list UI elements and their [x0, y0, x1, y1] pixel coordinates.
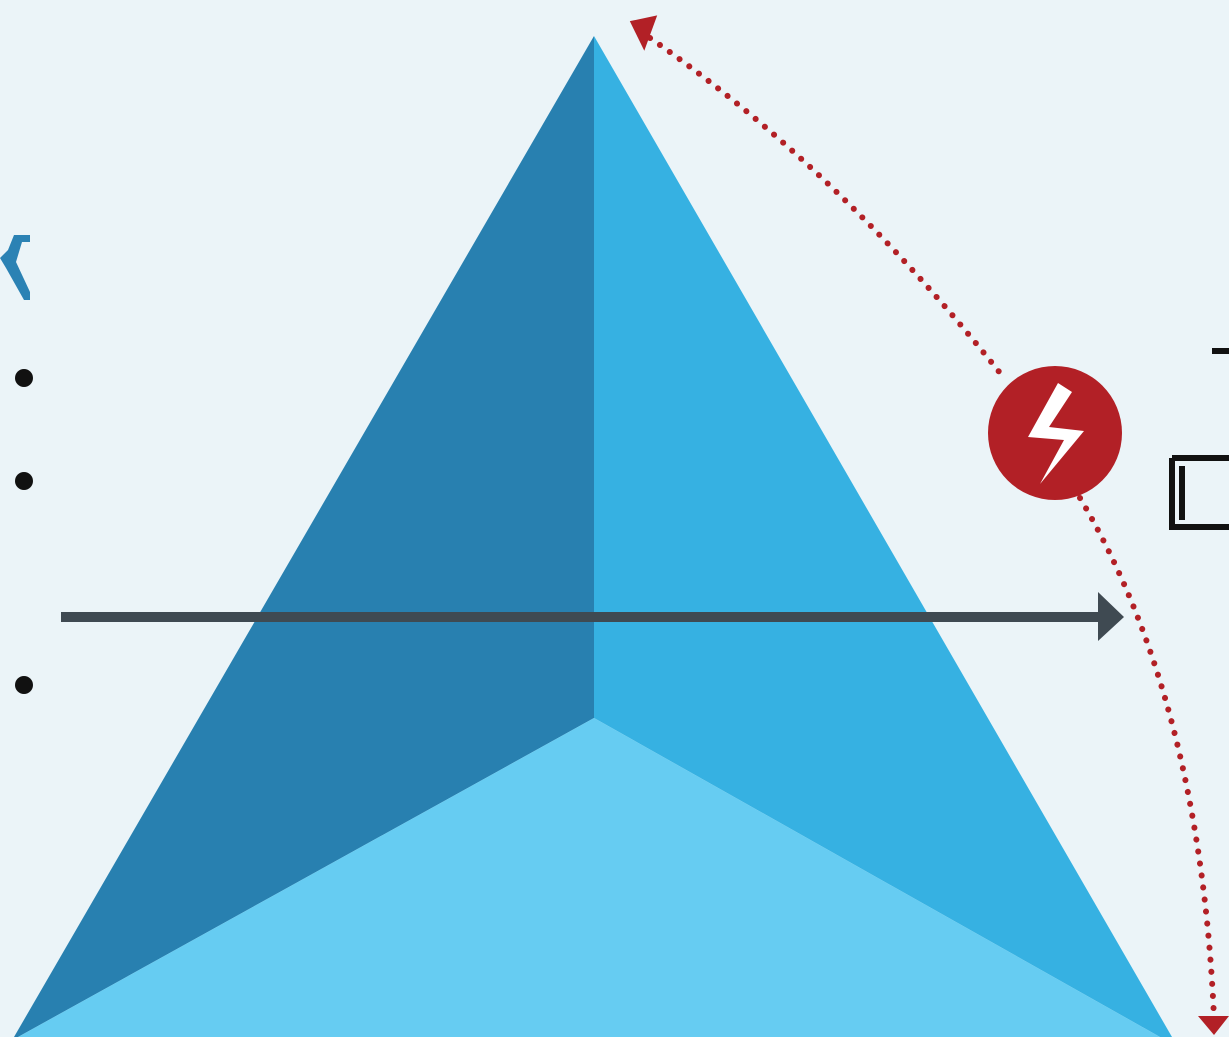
pyramid-right-face [594, 36, 1172, 1037]
bullet-dot-3 [15, 676, 33, 694]
lightning-bolt-icon [1028, 383, 1084, 484]
bullet-dot-1 [15, 369, 33, 387]
alert-badge [988, 366, 1122, 500]
pyramid [14, 36, 1172, 1037]
bullet-dot-2 [15, 472, 33, 490]
right-glyph-bar [1212, 348, 1229, 354]
arrowhead-down-icon [1198, 1016, 1229, 1035]
right-glyph-frame [1169, 455, 1229, 530]
heading-glyph-icon [0, 235, 30, 300]
height-indicator [629, 15, 1229, 1035]
arrowhead-up-icon [629, 15, 658, 51]
left-text-panel [0, 235, 33, 694]
right-text-panel [1169, 348, 1229, 530]
dotted-measure-line-upper [647, 35, 1007, 381]
pyramid-base-face [18, 718, 1160, 1037]
arrow-right-icon [1098, 592, 1124, 641]
horizontal-arrow [61, 592, 1124, 641]
pyramid-left-face [14, 36, 594, 1037]
